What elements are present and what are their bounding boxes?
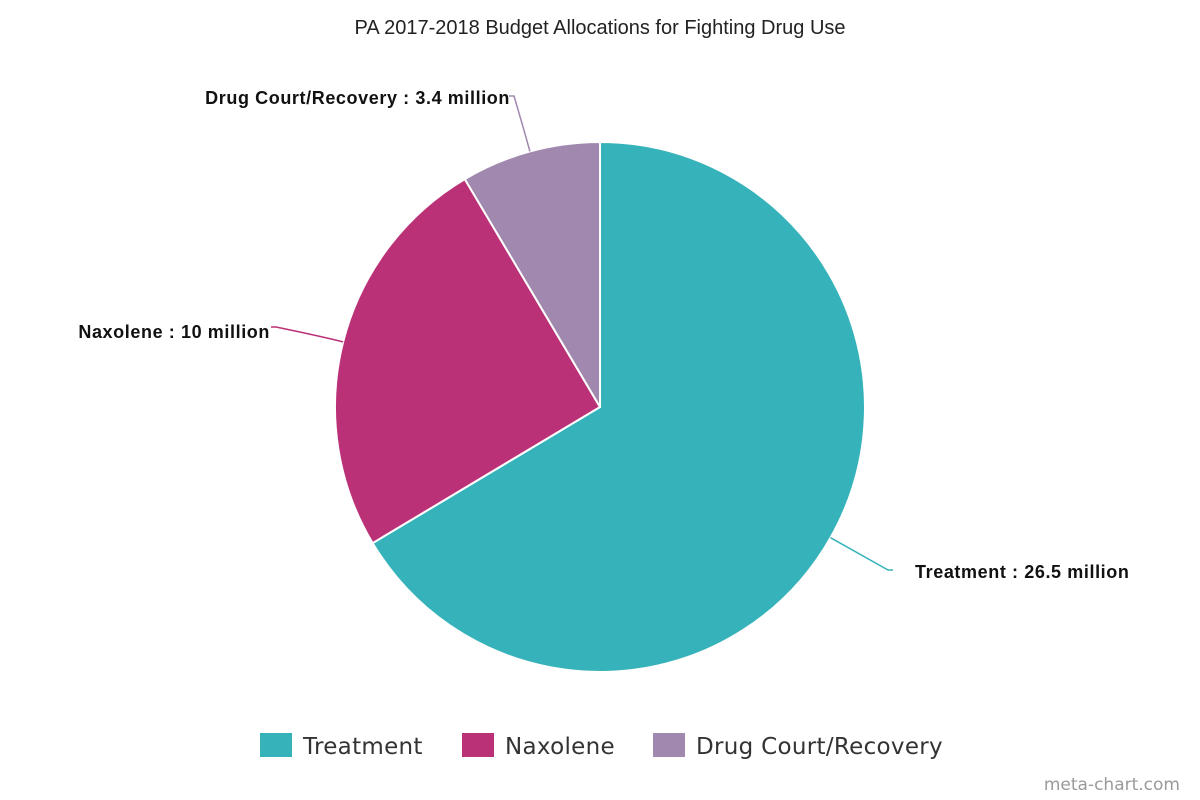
legend: Treatment Naxolene Drug Court/Recovery — [260, 733, 943, 760]
chart-title: PA 2017-2018 Budget Allocations for Figh… — [354, 17, 845, 39]
credit-text: meta-chart.com — [1044, 775, 1180, 795]
legend-swatch — [653, 733, 685, 757]
data-label: Treatment : 26.5 million — [915, 562, 1129, 582]
legend-swatch — [260, 733, 292, 757]
pie-slice-drug-court-recovery[interactable] — [463, 141, 601, 408]
connector-line — [271, 326, 344, 343]
label-connectors — [271, 95, 893, 571]
data-labels: Treatment : 26.5 million Naxolene : 10 mi… — [78, 88, 1129, 582]
legend-item-naxolene[interactable]: Naxolene — [462, 733, 615, 760]
legend-label: Drug Court/Recovery — [696, 734, 943, 760]
legend-label: Treatment — [302, 734, 423, 760]
legend-swatch — [462, 733, 494, 757]
connector-line — [509, 95, 531, 152]
pie-slices — [334, 141, 866, 673]
legend-item-treatment[interactable]: Treatment — [260, 733, 423, 760]
legend-label: Naxolene — [505, 734, 615, 760]
legend-item-drug-court-recovery[interactable]: Drug Court/Recovery — [653, 733, 943, 760]
data-label: Drug Court/Recovery : 3.4 million — [205, 88, 510, 108]
connector-line — [830, 537, 893, 571]
data-label: Naxolene : 10 million — [78, 322, 270, 342]
pie-slice-naxolene[interactable] — [334, 178, 601, 545]
